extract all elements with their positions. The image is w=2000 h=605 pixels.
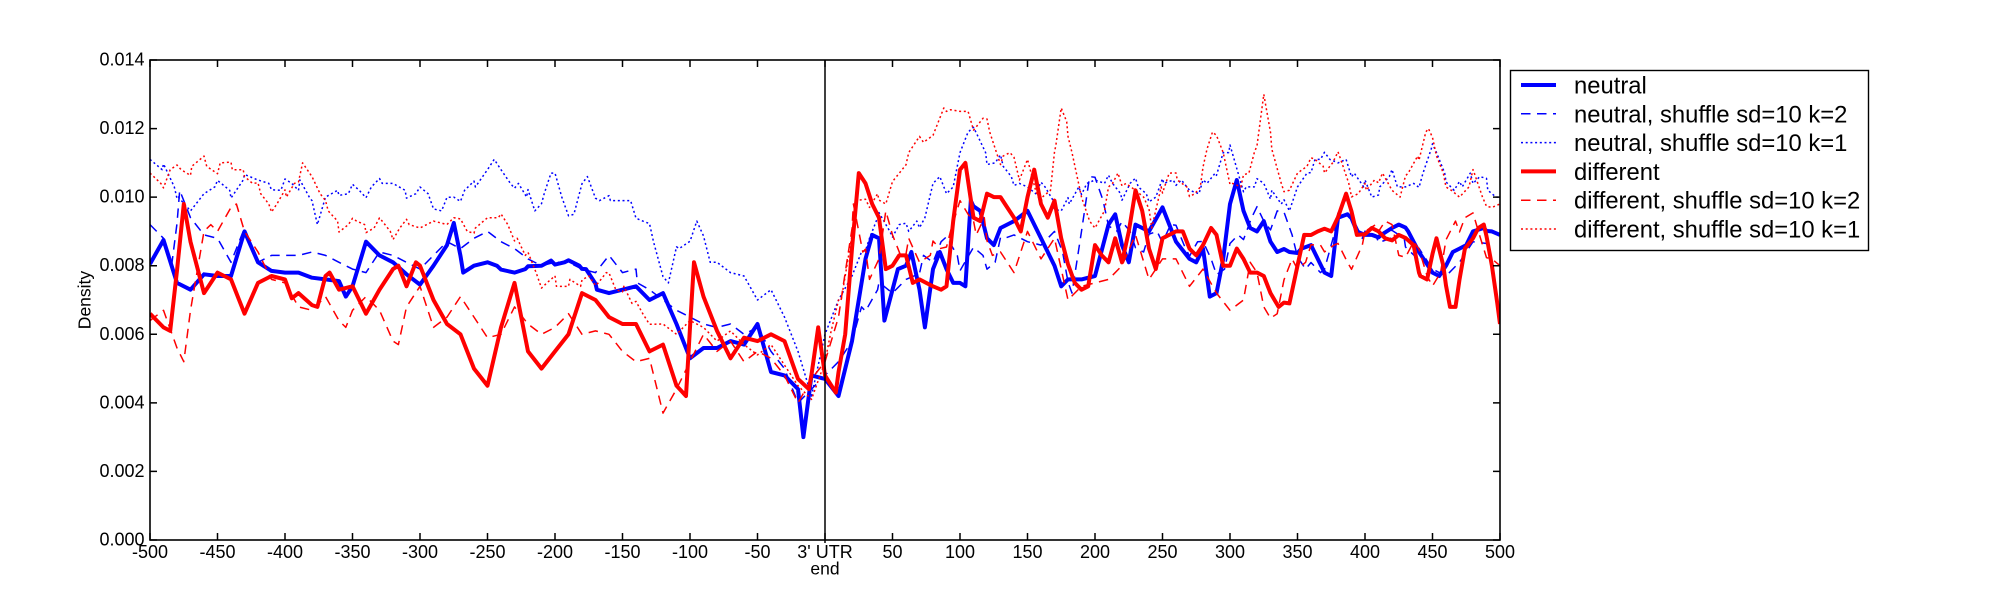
svg-text:different: different (1574, 159, 1660, 186)
svg-text:0.014: 0.014 (99, 50, 144, 70)
svg-text:different, shuffle sd=10 k=2: different, shuffle sd=10 k=2 (1574, 188, 1860, 215)
svg-text:-100: -100 (672, 542, 708, 562)
svg-text:250: 250 (1147, 542, 1177, 562)
svg-text:Density: Density (75, 271, 95, 330)
svg-text:0.012: 0.012 (99, 118, 144, 138)
svg-text:neutral, shuffle sd=10 k=2: neutral, shuffle sd=10 k=2 (1574, 101, 1847, 128)
svg-text:200: 200 (1080, 542, 1110, 562)
svg-text:-300: -300 (402, 542, 438, 562)
svg-text:400: 400 (1350, 542, 1380, 562)
svg-text:-400: -400 (267, 542, 303, 562)
svg-text:0.000: 0.000 (99, 530, 144, 550)
svg-text:-200: -200 (537, 542, 573, 562)
svg-text:different, shuffle sd=10 k=1: different, shuffle sd=10 k=1 (1574, 217, 1860, 244)
svg-text:0.008: 0.008 (99, 255, 144, 275)
svg-text:-350: -350 (334, 542, 370, 562)
svg-text:450: 450 (1417, 542, 1447, 562)
svg-text:350: 350 (1282, 542, 1312, 562)
svg-text:50: 50 (882, 542, 902, 562)
svg-text:-50: -50 (744, 542, 770, 562)
svg-text:end: end (810, 558, 839, 578)
svg-text:-450: -450 (199, 542, 235, 562)
svg-text:-250: -250 (469, 542, 505, 562)
svg-text:0.004: 0.004 (99, 392, 144, 412)
svg-text:neutral, shuffle sd=10 k=1: neutral, shuffle sd=10 k=1 (1574, 130, 1847, 157)
svg-text:-150: -150 (604, 542, 640, 562)
svg-text:0.002: 0.002 (99, 461, 144, 481)
svg-text:0.010: 0.010 (99, 187, 144, 207)
svg-text:neutral: neutral (1574, 73, 1647, 100)
svg-text:100: 100 (945, 542, 975, 562)
svg-text:-500: -500 (132, 542, 168, 562)
svg-text:3' UTR: 3' UTR (797, 542, 852, 562)
svg-text:500: 500 (1485, 542, 1515, 562)
svg-text:150: 150 (1012, 542, 1042, 562)
svg-text:0.006: 0.006 (99, 324, 144, 344)
svg-text:300: 300 (1215, 542, 1245, 562)
